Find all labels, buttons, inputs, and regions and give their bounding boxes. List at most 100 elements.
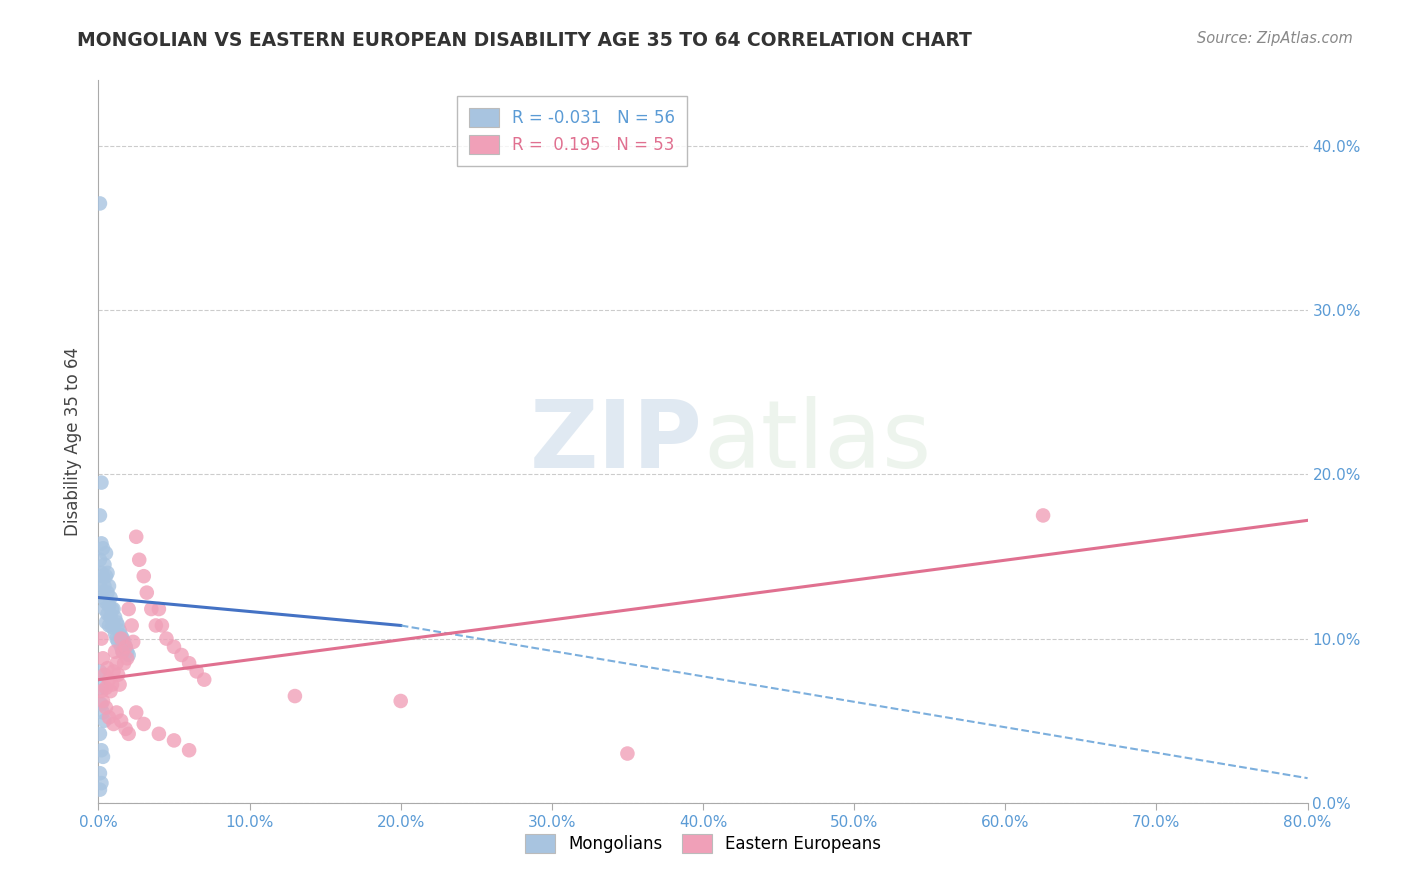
Point [103, 618, 125, 632]
Point [96, 566, 118, 580]
Point [93, 714, 115, 728]
Point [110, 714, 132, 728]
Point [125, 530, 148, 544]
Point [125, 706, 148, 720]
Point [145, 618, 167, 632]
Point [89, 553, 111, 567]
Point [111, 632, 134, 646]
Point [98, 618, 121, 632]
Point [90, 743, 112, 757]
Point [90, 566, 112, 580]
Point [104, 610, 127, 624]
Point [89, 508, 111, 523]
Text: Source: ZipAtlas.com: Source: ZipAtlas.com [1197, 31, 1353, 46]
Point [107, 667, 129, 681]
Point [110, 640, 132, 654]
Text: atlas: atlas [703, 395, 931, 488]
Point [96, 661, 118, 675]
Point [89, 665, 111, 679]
Text: ZIP: ZIP [530, 395, 703, 488]
Point [90, 536, 112, 550]
Point [105, 615, 128, 630]
Point [100, 610, 122, 624]
Point [179, 743, 201, 757]
Point [105, 706, 128, 720]
Point [101, 677, 124, 691]
Point [101, 602, 124, 616]
Point [104, 626, 127, 640]
Point [132, 717, 155, 731]
Point [93, 602, 115, 616]
Point [94, 700, 117, 714]
Point [96, 607, 118, 621]
Point [114, 640, 136, 654]
Point [100, 591, 122, 605]
Y-axis label: Disability Age 35 to 64: Disability Age 35 to 64 [65, 347, 83, 536]
Point [115, 651, 138, 665]
Point [141, 602, 163, 616]
Point [94, 681, 117, 695]
Point [94, 569, 117, 583]
Point [107, 618, 129, 632]
Point [112, 635, 135, 649]
Point [155, 632, 177, 646]
Point [101, 620, 124, 634]
Point [115, 645, 138, 659]
Point [118, 602, 141, 616]
Point [91, 591, 114, 605]
Point [150, 618, 173, 632]
Point [93, 579, 115, 593]
Point [616, 747, 638, 761]
Point [89, 196, 111, 211]
Point [90, 698, 112, 712]
Point [110, 632, 132, 646]
Point [112, 657, 135, 671]
Point [93, 667, 115, 681]
Point [179, 657, 201, 671]
Point [89, 577, 111, 591]
Point [91, 706, 114, 720]
Point [107, 635, 129, 649]
Point [89, 766, 111, 780]
Point [94, 615, 117, 630]
Point [94, 595, 117, 609]
Point [91, 749, 114, 764]
Point [91, 651, 114, 665]
Point [98, 710, 121, 724]
Point [103, 717, 125, 731]
Point [96, 585, 118, 599]
Text: MONGOLIAN VS EASTERN EUROPEAN DISABILITY AGE 35 TO 64 CORRELATION CHART: MONGOLIAN VS EASTERN EUROPEAN DISABILITY… [77, 31, 972, 50]
Point [132, 569, 155, 583]
Point [98, 673, 121, 687]
Point [89, 727, 111, 741]
Point [108, 677, 131, 691]
Point [98, 579, 121, 593]
Point [193, 673, 215, 687]
Point [121, 618, 143, 632]
Point [105, 632, 128, 646]
Point [90, 681, 112, 695]
Point [110, 628, 132, 642]
Point [90, 684, 112, 698]
Point [98, 599, 121, 613]
Point [91, 569, 114, 583]
Point [89, 782, 111, 797]
Point [284, 689, 307, 703]
Point [90, 776, 112, 790]
Point [118, 648, 141, 662]
Point [118, 727, 141, 741]
Point [135, 585, 157, 599]
Point [103, 665, 125, 679]
Point [148, 727, 170, 741]
Point [114, 640, 136, 654]
Point [128, 553, 150, 567]
Point [91, 694, 114, 708]
Point [111, 645, 134, 659]
Point [104, 645, 127, 659]
Legend: Mongolians, Eastern Europeans: Mongolians, Eastern Europeans [517, 827, 889, 860]
Point [163, 640, 186, 654]
Point [1032, 508, 1054, 523]
Point [93, 558, 115, 572]
Point [90, 632, 112, 646]
Point [91, 541, 114, 556]
